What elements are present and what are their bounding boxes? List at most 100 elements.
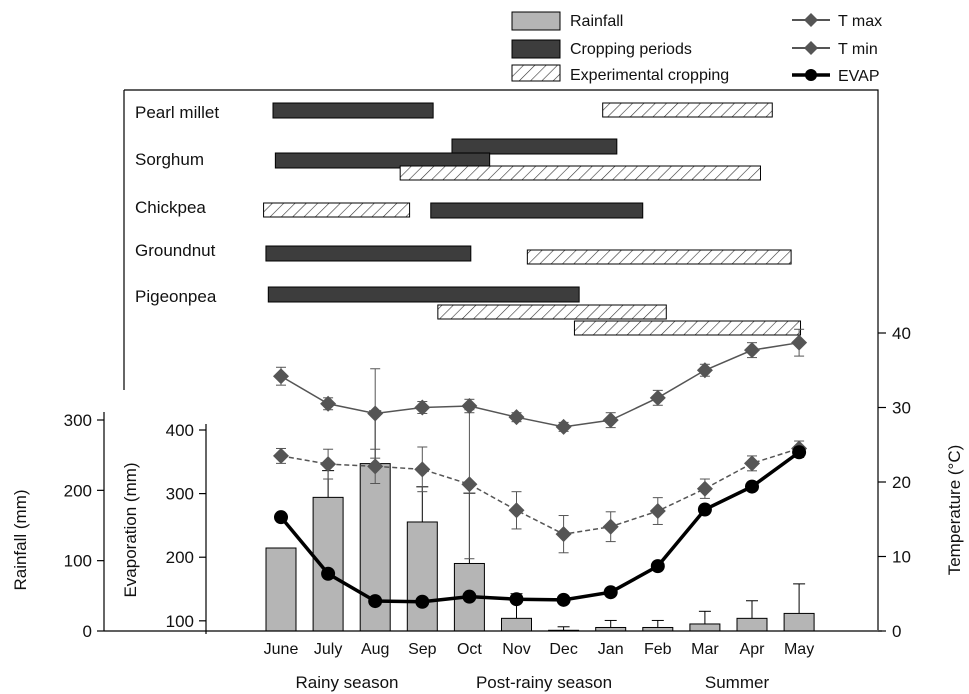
rainfall-bar — [736, 617, 768, 632]
tmax-line — [280, 341, 800, 428]
rainfall-bar — [501, 617, 532, 632]
month-tick-label: Nov — [502, 641, 530, 658]
evaporation-tick-label: 100 — [166, 612, 194, 631]
month-tick-label: June — [264, 641, 299, 658]
evap-point — [509, 592, 524, 607]
tmax-point — [744, 342, 760, 359]
tmin-point — [649, 503, 666, 520]
evap-point — [650, 559, 665, 574]
rainfall-bar — [783, 612, 815, 632]
legend-label-cropping: Cropping periods — [570, 41, 692, 58]
tmax-point — [791, 334, 808, 351]
evap-point — [462, 589, 477, 604]
experimental-cropping-bar — [602, 102, 773, 118]
axis-titles: Rainfall (mm) Evaporation (mm) Temperatu… — [11, 445, 964, 692]
month-tick-label: Oct — [457, 641, 482, 658]
evap-point — [697, 502, 712, 517]
tmax-point — [555, 418, 572, 435]
tmin-point — [602, 518, 619, 535]
tmax-point — [649, 389, 666, 406]
tmin-point — [555, 526, 572, 543]
legend-label-rainfall: Rainfall — [570, 13, 623, 30]
rainfall-bar — [312, 496, 344, 632]
axes: June July Aug Sep Oct Nov Dec Jan Feb Mar Apr May 0 1… — [64, 324, 911, 658]
cropping-period-bar — [451, 138, 618, 155]
evap-point — [556, 592, 571, 607]
legend-swatch-cropping — [511, 39, 561, 59]
evaporation-tick-label: 200 — [166, 548, 194, 567]
evaporation-tick-label: 300 — [166, 485, 194, 504]
rainfall-tick-label: 0 — [83, 622, 92, 641]
experimental-cropping-bar — [573, 320, 802, 336]
month-tick-label: Mar — [691, 641, 719, 658]
experimental-cropping-bar — [437, 304, 667, 320]
crop-label: Groundnut — [135, 241, 216, 260]
tmin-point — [461, 476, 478, 493]
tmin-point — [273, 447, 289, 464]
temperature-tick-label: 10 — [892, 548, 911, 567]
rainfall-bar — [265, 547, 297, 632]
month-tick-label: May — [784, 641, 814, 658]
rainfall-tick-label: 200 — [64, 481, 92, 500]
evaporation-axis-title: Evaporation (mm) — [121, 462, 140, 597]
legend-marker-tmax — [804, 13, 818, 27]
tmin-point — [414, 461, 431, 478]
rainfall-tick-label: 100 — [64, 552, 92, 571]
season-label-rainy: Rainy season — [295, 673, 398, 692]
evap-point — [415, 594, 430, 609]
rainfall-tick-label: 300 — [64, 411, 92, 430]
frame-top-right — [124, 89, 879, 630]
rainfall-bar — [689, 623, 721, 632]
evap-point — [274, 510, 288, 525]
crop-label: Pearl millet — [135, 103, 219, 122]
legend-swatch-rainfall — [511, 11, 561, 31]
legend-label-experimental: Experimental cropping — [570, 67, 729, 84]
experimental-cropping-bar — [263, 202, 411, 218]
tmin-point — [320, 456, 337, 473]
evap-line — [279, 450, 801, 604]
tmin-point — [696, 480, 713, 497]
evap-point — [745, 479, 759, 494]
line-series — [273, 328, 808, 609]
evap-point — [321, 566, 336, 581]
month-tick-label: Feb — [644, 641, 672, 658]
temperature-tick-label: 30 — [892, 399, 911, 418]
rainfall-axis-title: Rainfall (mm) — [11, 489, 30, 590]
month-tick-label: Jan — [598, 641, 624, 658]
rainfall-bar — [406, 521, 438, 632]
experimental-cropping-bar — [399, 165, 761, 181]
cropping-period-bar — [265, 245, 472, 262]
legend: Rainfall Cropping periods Experimental c… — [511, 11, 882, 85]
month-tick-label: July — [314, 641, 342, 658]
tmax-point — [414, 399, 431, 416]
crop-label: Sorghum — [135, 150, 204, 169]
tmax-point — [273, 368, 289, 385]
evap-point — [792, 445, 807, 460]
month-tick-label: Aug — [361, 641, 389, 658]
tmin-line — [280, 447, 800, 535]
tmax-point — [602, 412, 619, 429]
plot-frame — [123, 89, 879, 630]
legend-label-evap: EVAP — [838, 68, 880, 85]
evaporation-tick-label: 400 — [166, 421, 194, 440]
cropping-period-bar — [272, 102, 434, 119]
season-label-summer: Summer — [705, 673, 770, 692]
crop-label: Pigeonpea — [135, 287, 217, 306]
cropping-period-bar — [274, 152, 491, 169]
evap-point — [368, 594, 383, 609]
legend-marker-evap — [805, 69, 817, 81]
cropping-period-bar — [267, 286, 580, 303]
temperature-axis-title: Temperature (°C) — [945, 445, 964, 576]
tmax-point — [696, 362, 713, 379]
temperature-tick-label: 0 — [892, 622, 901, 641]
tmin-point — [744, 455, 760, 472]
tmax-point — [320, 395, 337, 412]
tmax-point — [367, 405, 384, 422]
season-label-post-rainy: Post-rainy season — [476, 673, 612, 692]
legend-marker-tmin — [804, 41, 818, 55]
legend-swatch-experimental — [511, 64, 561, 82]
month-tick-label: Apr — [740, 641, 766, 658]
month-tick-label: Dec — [549, 641, 577, 658]
temperature-tick-label: 40 — [892, 324, 911, 343]
